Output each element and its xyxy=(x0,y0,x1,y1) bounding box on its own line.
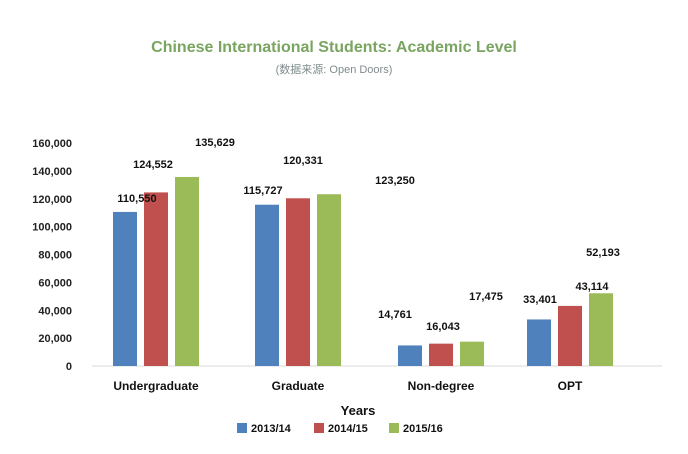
y-axis-ticks: 0 20,000 40,000 60,000 80,000 100,000 120,000 1… xyxy=(32,138,72,373)
bar xyxy=(429,343,453,366)
x-tick-label: OPT xyxy=(558,379,583,393)
x-tick-label: Non-degree xyxy=(408,379,475,393)
legend-swatch xyxy=(237,423,247,433)
bar xyxy=(113,211,137,366)
x-axis-label: Years xyxy=(341,403,376,418)
data-label: 52,193 xyxy=(586,247,620,259)
data-label: 120,331 xyxy=(283,155,323,167)
y-tick-label: 140,000 xyxy=(32,166,72,178)
bar xyxy=(286,198,310,366)
chart-title: Chinese International Students: Academic… xyxy=(151,39,517,56)
data-label: 16,043 xyxy=(426,321,460,333)
bar xyxy=(255,204,279,366)
legend-swatch xyxy=(389,423,399,433)
x-tick-label: Graduate xyxy=(272,379,325,393)
y-tick-label: 100,000 xyxy=(32,222,72,234)
y-tick-label: 80,000 xyxy=(38,250,72,262)
y-tick-label: 40,000 xyxy=(38,305,72,317)
bar xyxy=(317,194,341,366)
bar xyxy=(527,319,551,366)
data-label: 115,727 xyxy=(243,185,282,197)
category-labels: Undergraduate Graduate Non-degree OPT xyxy=(113,379,583,393)
bar xyxy=(175,176,199,366)
data-label: 135,629 xyxy=(195,137,235,149)
x-tick-label: Undergraduate xyxy=(113,379,199,393)
y-tick-label: 120,000 xyxy=(32,194,72,206)
data-label: 14,761 xyxy=(378,309,412,321)
bars xyxy=(113,176,613,366)
y-tick-label: 0 xyxy=(66,361,72,373)
data-labels: 110,550 115,727 14,761 33,401 124,552 120,331… xyxy=(117,137,619,333)
data-label: 110,550 xyxy=(117,193,156,205)
legend: 2013/14 2014/15 2015/16 xyxy=(237,423,443,435)
data-label: 123,250 xyxy=(375,175,415,187)
data-label: 124,552 xyxy=(133,159,173,171)
data-label: 33,401 xyxy=(523,294,557,306)
chart-subtitle: (数据来源: Open Doors) xyxy=(276,62,393,76)
data-label: 17,475 xyxy=(469,291,503,303)
data-label: 43,114 xyxy=(575,281,609,293)
bar xyxy=(558,305,582,366)
legend-label: 2015/16 xyxy=(403,423,443,435)
y-tick-label: 60,000 xyxy=(38,277,72,289)
bar xyxy=(144,192,168,366)
legend-swatch xyxy=(314,423,324,433)
bar xyxy=(589,293,613,366)
bar xyxy=(398,345,422,366)
legend-label: 2014/15 xyxy=(328,423,368,435)
legend-label: 2013/14 xyxy=(251,423,292,435)
y-tick-label: 20,000 xyxy=(38,333,72,345)
bar xyxy=(460,341,484,366)
y-tick-label: 160,000 xyxy=(32,138,72,150)
